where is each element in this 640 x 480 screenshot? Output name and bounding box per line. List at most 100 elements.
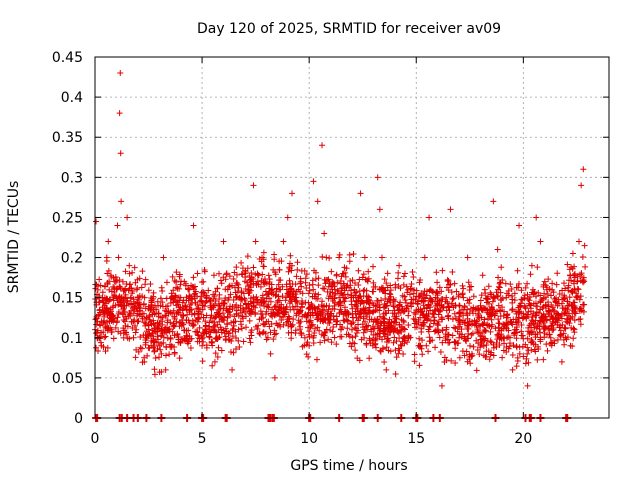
scatter-point [114,314,121,321]
scatter-point [566,301,573,308]
scatter-point [302,275,309,282]
scatter-point [396,321,403,328]
y-tick-label: 0.15 [52,291,83,307]
scatter-point [362,276,369,283]
scatter-point [214,353,221,360]
data-point [494,246,501,253]
scatter-point [540,356,547,363]
scatter-point [531,321,538,328]
scatter-point [452,325,459,332]
scatter-point [425,326,432,333]
data-point [563,318,570,325]
data-point [550,326,557,333]
scatter-point [393,319,400,326]
scatter-point [446,281,453,288]
scatter-point [141,358,148,365]
scatter-point [582,263,589,270]
scatter-point [522,284,529,291]
scatter-point [530,290,537,297]
scatter-point [247,277,254,284]
data-point [110,318,117,325]
scatter-point [444,276,451,283]
scatter-point [433,269,440,276]
scatter-point [566,294,573,301]
scatter-point [104,296,111,303]
scatter-point [529,314,536,321]
scatter-point [443,357,450,364]
scatter-point [96,276,103,283]
data-point [366,294,373,301]
data-point [280,238,287,245]
data-point [173,318,180,325]
scatter-point [257,283,264,290]
scatter-point [252,304,259,311]
scatter-point [520,353,527,360]
data-point [134,294,141,301]
scatter-point [540,311,547,318]
scatter-point [149,295,156,302]
scatter-point [535,289,542,296]
scatter-point [405,333,412,340]
scatter-point [568,324,575,331]
scatter-point [288,298,295,305]
data-point [376,206,383,213]
scatter-point [133,326,140,333]
scatter-point [189,317,196,324]
scatter-point [553,281,560,288]
scatter-point [338,285,345,292]
data-point [554,302,561,309]
scatter-point [524,350,531,357]
scatter-point [285,268,292,275]
scatter-point [540,326,547,333]
scatter-point [393,354,400,361]
scatter-point [173,284,180,291]
scatter-point [380,318,387,325]
scatter-point [289,303,296,310]
scatter-point [470,310,477,317]
scatter-point [465,279,472,286]
scatter-point [517,300,524,307]
scatter-point [460,285,467,292]
scatter-point [218,280,225,287]
scatter-point [176,273,183,280]
scatter-point [496,341,503,348]
scatter-point [373,344,380,351]
scatter-point [103,295,110,302]
data-point [511,326,518,333]
scatter-point [305,324,312,331]
scatter-point [526,297,533,304]
scatter-point [120,325,127,332]
scatter-point [448,357,455,364]
scatter-point [557,331,564,338]
scatter-point [423,288,430,295]
scatter-point [333,341,340,348]
scatter-point [514,357,521,364]
scatter-point [338,333,345,340]
plot-frame [94,56,610,419]
scatter-point [464,297,471,304]
scatter-point [379,336,386,343]
scatter-point [148,301,155,308]
data-point [391,310,398,317]
data-point [259,254,266,261]
scatter-point [527,302,534,309]
scatter-point [194,270,201,277]
scatter-point [273,288,280,295]
scatter-point [212,297,219,304]
scatter-point [507,340,514,347]
scatter-point [317,313,324,320]
scatter-point [529,286,536,293]
scatter-point [345,311,352,318]
scatter-point [435,328,442,335]
scatter-point [142,281,149,288]
scatter-point [136,275,143,282]
data-point [327,310,334,317]
scatter-point [487,328,494,335]
scatter-point [218,347,225,354]
scatter-point [294,306,301,313]
scatter-point [141,319,148,326]
scatter-point [359,324,366,331]
scatter-point [497,297,504,304]
scatter-point [352,292,359,299]
scatter-point [171,332,178,339]
